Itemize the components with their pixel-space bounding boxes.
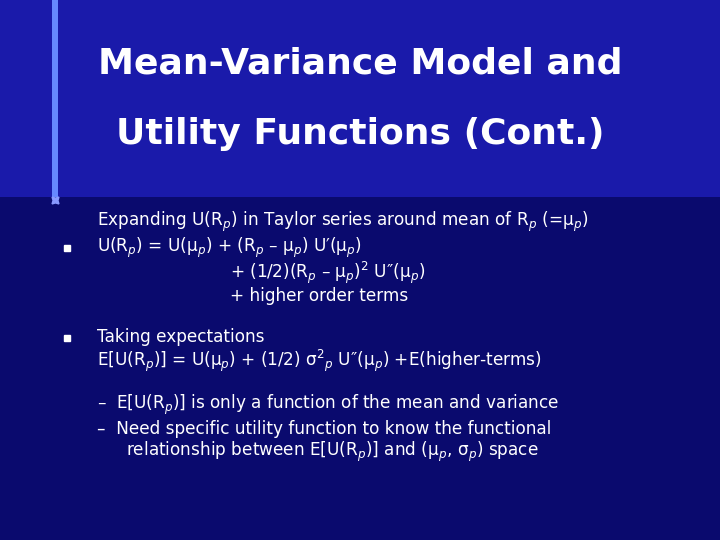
- Text: E[U(R$_p$)] = U(μ$_p$) + (1/2) σ$^2$$_p$ U″(μ$_p$) +E(higher-terms): E[U(R$_p$)] = U(μ$_p$) + (1/2) σ$^2$$_p$…: [97, 348, 542, 374]
- Text: + higher order terms: + higher order terms: [230, 287, 409, 305]
- Text: relationship between E[U(R$_p$)] and (μ$_p$, σ$_p$) space: relationship between E[U(R$_p$)] and (μ$…: [126, 440, 539, 464]
- Text: Utility Functions (Cont.): Utility Functions (Cont.): [116, 117, 604, 151]
- Text: + (1/2)(R$_p$ – μ$_p$)$^2$ U″(μ$_p$): + (1/2)(R$_p$ – μ$_p$)$^2$ U″(μ$_p$): [230, 260, 426, 286]
- Text: –  E[U(R$_p$)] is only a function of the mean and variance: – E[U(R$_p$)] is only a function of the …: [97, 393, 559, 417]
- Text: Taking expectations: Taking expectations: [97, 328, 265, 347]
- Text: U(R$_p$) = U(μ$_p$) + (R$_p$ – μ$_p$) U′(μ$_p$): U(R$_p$) = U(μ$_p$) + (R$_p$ – μ$_p$) U′…: [97, 237, 362, 260]
- Text: –  Need specific utility function to know the functional: – Need specific utility function to know…: [97, 420, 552, 438]
- Text: Mean-Variance Model and: Mean-Variance Model and: [98, 46, 622, 80]
- Bar: [0, 0, 720, 197]
- Bar: [52, 0, 58, 197]
- Text: Expanding U(R$_p$) in Taylor series around mean of R$_p$ (=μ$_p$): Expanding U(R$_p$) in Taylor series arou…: [97, 210, 588, 233]
